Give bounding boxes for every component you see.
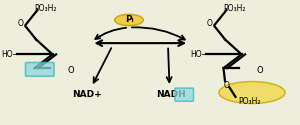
Text: O: O xyxy=(68,66,74,75)
Text: Pᵢ: Pᵢ xyxy=(125,16,133,24)
Text: HO–: HO– xyxy=(2,50,17,59)
Text: O: O xyxy=(256,66,263,75)
FancyBboxPatch shape xyxy=(175,88,194,101)
Text: PO₃H₂: PO₃H₂ xyxy=(224,4,246,13)
Text: PO₃H₂: PO₃H₂ xyxy=(34,4,57,13)
Text: NADH: NADH xyxy=(156,90,186,99)
Text: O: O xyxy=(224,80,230,90)
Text: HO–: HO– xyxy=(190,50,206,59)
Text: O: O xyxy=(206,19,212,28)
FancyBboxPatch shape xyxy=(26,62,54,76)
Ellipse shape xyxy=(115,14,143,26)
Text: O: O xyxy=(17,19,23,28)
Text: PO₃H₂: PO₃H₂ xyxy=(238,97,261,106)
Text: NAD+: NAD+ xyxy=(72,90,102,99)
Ellipse shape xyxy=(219,82,285,104)
